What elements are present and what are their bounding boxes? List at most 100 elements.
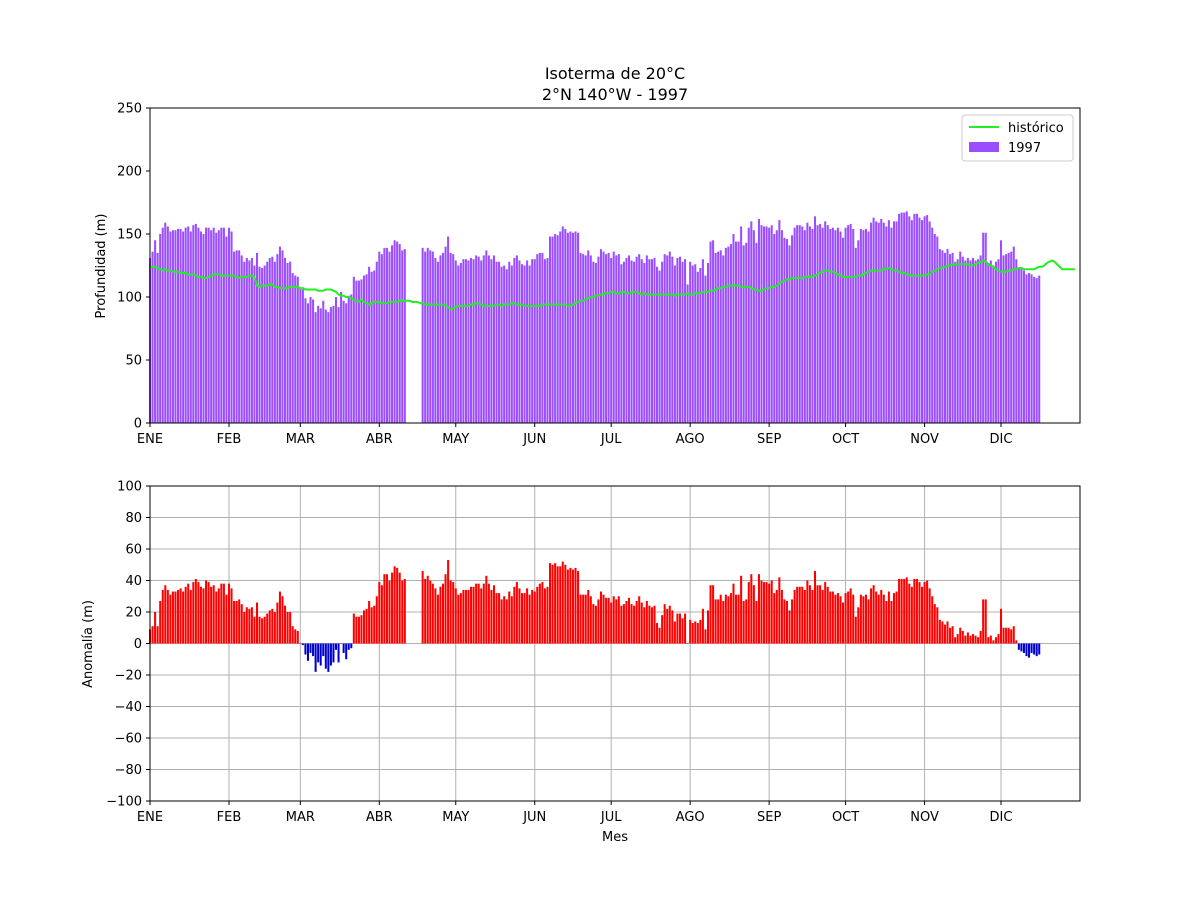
anomaly-x-tick-label: AGO <box>676 810 705 825</box>
depth-bar <box>500 266 503 423</box>
depth-bar <box>317 305 320 423</box>
depth-bar <box>538 252 541 423</box>
anomaly-bar <box>1020 643 1023 652</box>
depth-bar <box>543 259 546 423</box>
depth-bar <box>921 220 924 423</box>
anomaly-x-tick-label: MAR <box>286 810 315 825</box>
depth-y-tick-label: 150 <box>117 228 142 243</box>
depth-bar <box>964 260 967 423</box>
anomaly-bar <box>268 610 271 644</box>
depth-bar <box>347 295 350 423</box>
depth-bar <box>574 231 577 423</box>
depth-bar <box>587 250 590 423</box>
depth-bar <box>813 216 817 423</box>
depth-bar <box>154 240 157 423</box>
depth-bar <box>332 305 335 423</box>
anomaly-bar <box>921 586 924 644</box>
depth-bar <box>171 230 174 423</box>
depth-bar <box>263 265 266 423</box>
anomaly-bar <box>222 583 225 644</box>
anomaly-bar <box>391 572 394 644</box>
anomaly-bar <box>610 602 613 644</box>
anomaly-bar <box>276 602 279 644</box>
depth-bar <box>923 216 926 423</box>
depth-bar <box>495 261 498 423</box>
depth-bar <box>357 280 360 423</box>
anomaly-bar <box>620 605 623 644</box>
depth-bar <box>470 257 473 423</box>
anomaly-bars <box>148 560 1041 672</box>
depth-bar <box>508 261 511 423</box>
depth-y-tick-label: 100 <box>117 291 142 306</box>
anomaly-bar <box>475 583 478 644</box>
depth-bar <box>992 265 995 423</box>
depth-bar <box>261 268 264 423</box>
anomaly-y-tick-label: 60 <box>125 543 142 558</box>
anomaly-x-tick-label: ENE <box>137 810 163 825</box>
anomaly-bar <box>824 582 827 644</box>
depth-bar <box>737 241 740 423</box>
depth-bar <box>663 254 666 423</box>
depth-bar <box>421 247 424 423</box>
anomaly-bar <box>515 582 518 644</box>
anomaly-bar <box>684 613 687 644</box>
depth-bar <box>895 221 898 423</box>
anomaly-bar <box>490 589 493 644</box>
anomaly-bar <box>549 563 552 644</box>
anomaly-bar <box>345 643 348 660</box>
depth-bar <box>994 261 997 423</box>
depth-bar <box>829 228 832 423</box>
depth-bar <box>284 257 287 423</box>
anomaly-bar <box>352 613 355 644</box>
depth-bar <box>278 246 281 423</box>
anomaly-bar <box>803 589 806 644</box>
depth-bar <box>546 257 549 423</box>
depth-bar <box>729 244 732 423</box>
anomaly-bar <box>289 612 292 644</box>
depth-bar <box>610 257 613 423</box>
depth-bar <box>615 255 618 423</box>
anomaly-y-tick-label: −60 <box>115 732 142 747</box>
depth-bar <box>908 216 911 423</box>
depth-bar <box>984 232 987 423</box>
depth-bar <box>380 254 383 423</box>
depth-bar <box>520 264 524 423</box>
depth-x-tick-label: NOV <box>910 432 939 447</box>
anomaly-bar <box>872 585 875 644</box>
depth-bar <box>1012 246 1015 423</box>
depth-y-tick-label: 0 <box>134 417 142 432</box>
anomaly-bar <box>396 567 399 644</box>
anomaly-bar <box>956 634 959 644</box>
depth-bar <box>1022 270 1025 423</box>
anomaly-bar <box>1033 643 1036 655</box>
depth-bar <box>322 300 325 423</box>
anomaly-bar <box>979 630 982 644</box>
anomaly-bar <box>546 586 549 644</box>
anomaly-bar <box>747 582 750 644</box>
anomaly-bar <box>966 632 969 644</box>
depth-bar <box>1030 274 1033 423</box>
depth-x-tick-label: SEP <box>757 432 781 447</box>
depth-bar <box>301 289 304 423</box>
depth-bar <box>452 254 455 423</box>
anomaly-bar <box>831 591 834 644</box>
anomaly-bar <box>1012 626 1015 644</box>
anomaly-bar <box>630 604 633 644</box>
depth-bar <box>250 257 253 423</box>
anomaly-bar <box>151 626 154 644</box>
anomaly-bar <box>829 591 832 644</box>
anomaly-bar <box>273 612 276 644</box>
depth-bar <box>266 261 269 423</box>
anomaly-bar <box>480 588 483 644</box>
anomaly-bar <box>569 567 572 644</box>
depth-bar <box>681 261 684 423</box>
depth-bar <box>824 221 827 423</box>
anomaly-bar <box>250 607 253 644</box>
anomaly-bar <box>447 560 450 644</box>
anomaly-bar <box>719 594 722 644</box>
anomaly-bar <box>768 583 771 644</box>
depth-bar <box>706 262 710 423</box>
depth-bar <box>480 260 483 423</box>
anomaly-bar <box>938 619 941 644</box>
anomaly-y-tick-label: 100 <box>117 480 142 495</box>
